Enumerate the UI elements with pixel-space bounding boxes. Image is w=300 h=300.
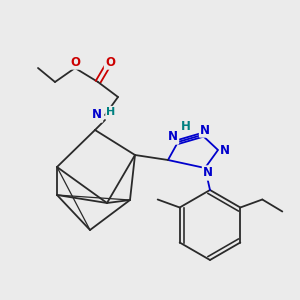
Text: H: H: [106, 107, 116, 117]
Text: N: N: [220, 143, 230, 157]
Text: N: N: [203, 167, 213, 179]
Text: N: N: [92, 109, 102, 122]
Text: O: O: [70, 56, 80, 68]
Text: N: N: [200, 124, 210, 136]
Text: N: N: [168, 130, 178, 143]
Text: H: H: [181, 121, 191, 134]
Text: O: O: [105, 56, 115, 68]
